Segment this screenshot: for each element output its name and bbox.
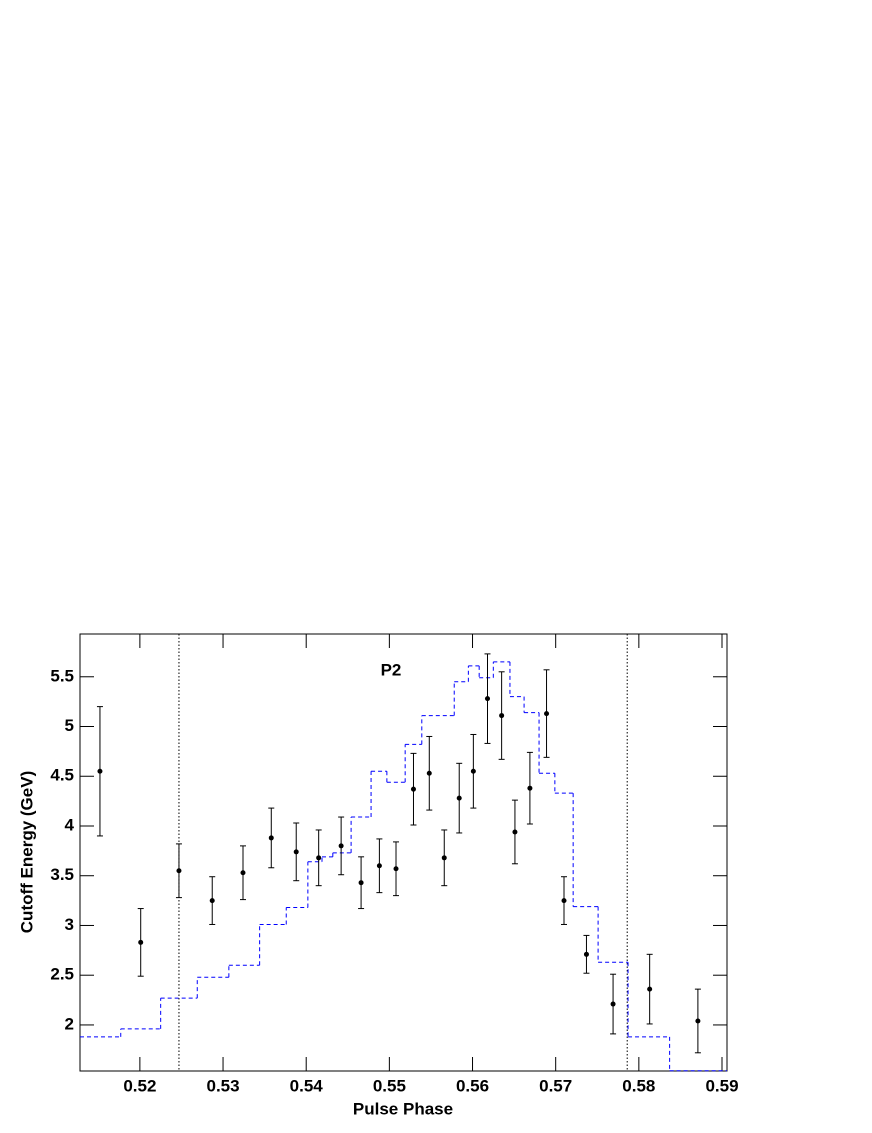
y-tick-label: 2 (65, 1014, 74, 1033)
data-point (695, 1018, 701, 1024)
x-tick-label: 0.53 (206, 1076, 239, 1095)
data-point (456, 795, 462, 801)
x-tick-label: 0.56 (456, 1076, 489, 1095)
y-tick-label: 5.5 (50, 666, 74, 685)
data-point (209, 898, 215, 904)
data-point (610, 1001, 616, 1007)
data-point (512, 829, 518, 835)
y-tick-label: 5 (65, 716, 74, 735)
x-tick-label: 0.54 (290, 1076, 324, 1095)
data-point (544, 711, 550, 717)
data-point (393, 866, 399, 872)
y-tick-label: 2.5 (50, 965, 74, 984)
x-tick-label: 0.55 (373, 1076, 406, 1095)
x-tick-label: 0.52 (123, 1076, 156, 1095)
data-point (441, 855, 447, 861)
x-tick-label: 0.58 (622, 1076, 655, 1095)
data-point (316, 855, 322, 861)
x-axis-title: Pulse Phase (353, 1099, 453, 1118)
data-point (138, 939, 144, 945)
data-point (647, 986, 653, 992)
y-tick-label: 3.5 (50, 865, 74, 884)
data-point (176, 868, 182, 874)
data-point (561, 898, 567, 904)
data-point (240, 870, 246, 876)
data-point (583, 951, 589, 957)
x-tick-label: 0.57 (539, 1076, 572, 1095)
y-axis-title: Cutoff Energy (GeV) (17, 771, 36, 933)
data-point (410, 786, 416, 792)
data-point (376, 863, 382, 869)
data-point (358, 880, 364, 886)
x-tick-label: 0.59 (705, 1076, 738, 1095)
data-point (470, 768, 476, 774)
data-point (338, 843, 344, 849)
data-point (426, 770, 432, 776)
y-tick-label: 4 (65, 815, 75, 834)
data-point (293, 849, 299, 855)
data-point (499, 713, 505, 719)
data-point (97, 768, 103, 774)
data-point (484, 696, 490, 702)
plot-frame (79, 633, 728, 1072)
data-point (527, 785, 533, 791)
y-tick-label: 3 (65, 915, 74, 934)
data-point (268, 835, 274, 841)
y-tick-label: 4.5 (50, 766, 74, 785)
annotation: P2 (381, 660, 402, 679)
